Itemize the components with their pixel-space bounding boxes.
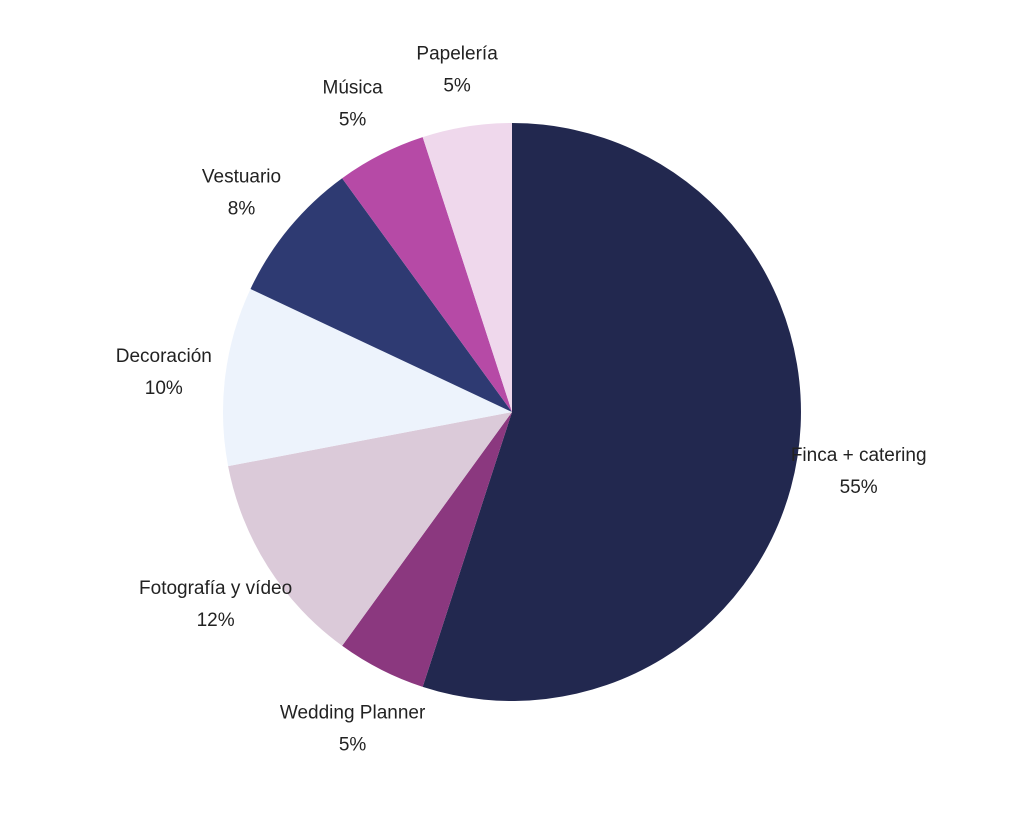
slice-label-name: Decoración: [116, 346, 212, 367]
slice-label-percent: 12%: [197, 610, 235, 631]
slice-label-vestuario: Vestuario 8%: [202, 166, 281, 219]
pie-slices: [222, 123, 801, 701]
pie-slice-wedding-planner: [342, 412, 512, 687]
slice-label-percent: 5%: [339, 109, 367, 130]
pie-slice-fotografia-y-video: [228, 412, 512, 646]
slice-label-percent: 5%: [339, 735, 367, 756]
pie-slice-finca-catering: [422, 123, 801, 701]
pie-slice-decoracion: [222, 288, 512, 467]
slice-label-name: Finca + catering: [791, 445, 927, 466]
pie-slice-papeleria: [422, 123, 512, 412]
slice-label-finca-catering: Finca + catering 55%: [791, 445, 927, 498]
slice-label-wedding-planner: Wedding Planner 5%: [280, 703, 426, 756]
pie-labels: Finca + catering 55% Wedding Planner 5% Foto…: [116, 43, 927, 755]
slice-label-musica: Música 5%: [323, 77, 384, 130]
slice-label-decoracion: Decoración 10%: [116, 346, 212, 399]
slice-label-name: Wedding Planner: [280, 703, 426, 724]
slice-label-fotografia-y-video: Fotografía y vídeo 12%: [139, 578, 292, 631]
slice-label-name: Música: [323, 77, 384, 98]
slice-label-name: Papelería: [416, 43, 498, 64]
pie-slice-musica: [342, 137, 512, 412]
pie-slice-vestuario: [250, 178, 512, 412]
slice-label-percent: 55%: [840, 477, 878, 498]
slice-label-percent: 10%: [145, 378, 183, 399]
slice-label-name: Fotografía y vídeo: [139, 578, 292, 599]
slice-label-name: Vestuario: [202, 166, 281, 187]
slice-label-percent: 8%: [228, 198, 256, 219]
slice-label-papeleria: Papelería 5%: [416, 43, 498, 96]
slice-label-percent: 5%: [443, 75, 471, 96]
